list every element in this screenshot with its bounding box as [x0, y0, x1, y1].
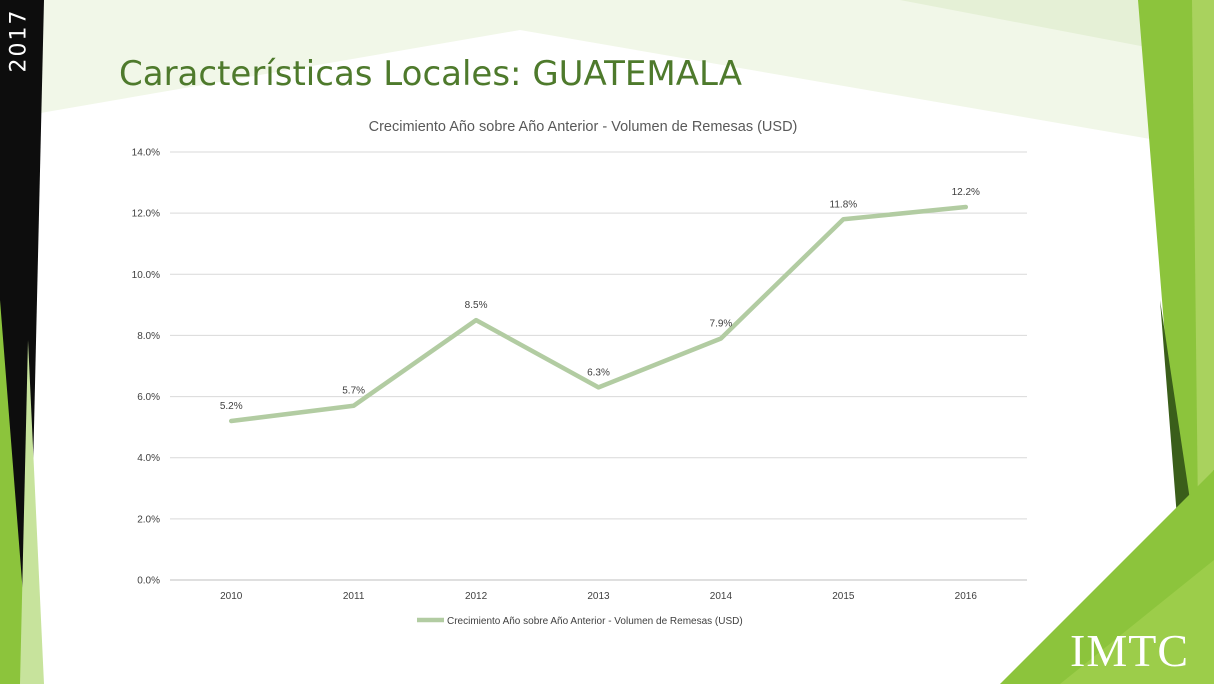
data-label: 12.2% [952, 187, 980, 198]
y-tick-label: 6.0% [137, 392, 160, 403]
x-tick-label: 2012 [465, 591, 488, 602]
y-tick-label: 12.0% [132, 209, 160, 220]
data-label: 11.8% [830, 199, 858, 210]
legend: Crecimiento Año sobre Año Anterior - Vol… [417, 616, 743, 627]
x-axis-ticks: 2010 2011 2012 2013 2014 2015 2016 [220, 591, 977, 602]
slide-title: Características Locales: GUATEMALA [119, 54, 742, 94]
imtc-logo: IMTC [1070, 625, 1189, 676]
x-tick-label: 2016 [955, 591, 978, 602]
data-label: 7.9% [710, 318, 733, 329]
data-label: 6.3% [587, 367, 610, 378]
y-tick-label: 0.0% [137, 576, 160, 587]
data-labels: 5.2% 5.7% 8.5% 6.3% 7.9% 11.8% 12.2% [220, 187, 980, 412]
x-tick-label: 2014 [710, 591, 733, 602]
data-label: 5.2% [220, 401, 243, 412]
x-tick-label: 2011 [343, 591, 365, 602]
data-label: 5.7% [342, 386, 365, 397]
grid-lines [170, 151, 1027, 581]
x-tick-label: 2010 [220, 591, 243, 602]
data-label: 8.5% [465, 300, 488, 311]
x-tick-label: 2015 [832, 591, 855, 602]
y-axis-ticks: 0.0% 2.0% 4.0% 6.0% 8.0% 10.0% 12.0% 14.0% [132, 148, 160, 587]
legend-label: Crecimiento Año sobre Año Anterior - Vol… [447, 616, 743, 627]
y-tick-label: 10.0% [132, 270, 160, 281]
chart-title: Crecimiento Año sobre Año Anterior - Vol… [369, 119, 798, 135]
y-tick-label: 8.0% [137, 331, 160, 342]
x-tick-label: 2013 [587, 591, 610, 602]
y-tick-label: 2.0% [137, 514, 160, 525]
y-tick-label: 14.0% [132, 148, 160, 159]
series-line [228, 204, 969, 424]
y-tick-label: 4.0% [137, 453, 160, 464]
